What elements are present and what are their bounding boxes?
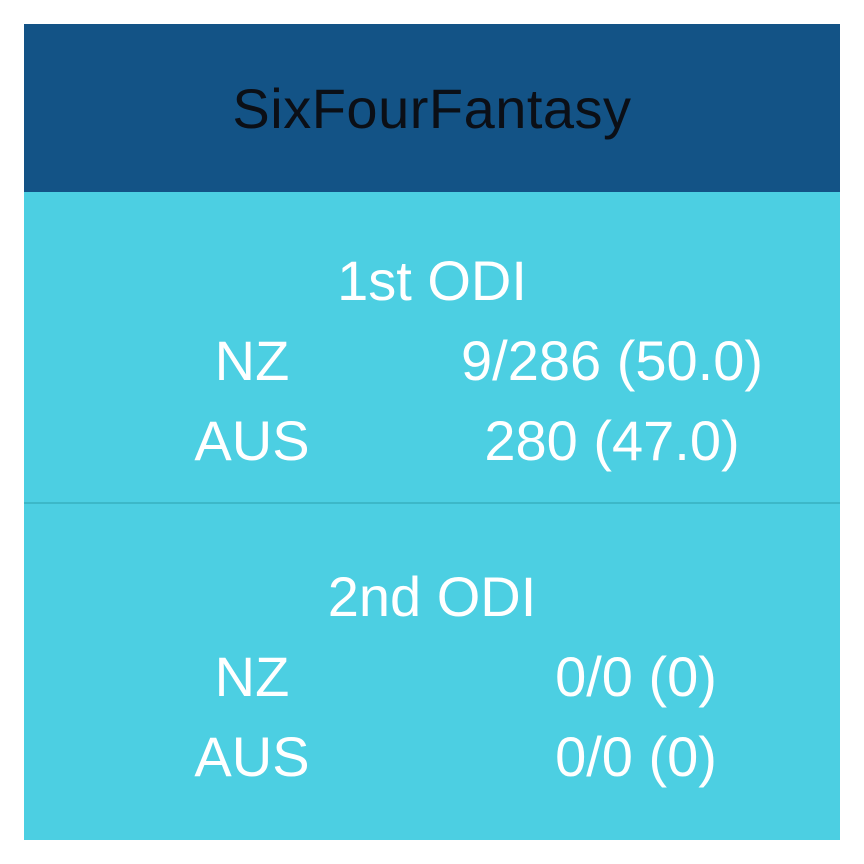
match-divider: [24, 502, 840, 504]
team-score-nz: 9/286 (50.0): [461, 329, 763, 392]
team-score-aus: 0/0 (0): [555, 725, 717, 788]
team-name-aus: AUS: [194, 409, 310, 472]
app-header: SixFourFantasy: [24, 24, 840, 192]
app-title: SixFourFantasy: [232, 76, 632, 140]
score-widget: SixFourFantasy 1st ODI NZ 9/286 (50.0) A…: [24, 24, 840, 840]
team-score-aus: 280 (47.0): [484, 409, 740, 472]
team-name-aus: AUS: [194, 725, 310, 788]
team-name-nz: NZ: [214, 645, 290, 708]
team-score-nz: 0/0 (0): [555, 645, 717, 708]
match-title: 1st ODI: [337, 249, 527, 312]
match-title: 2nd ODI: [327, 565, 537, 628]
team-name-nz: NZ: [214, 329, 290, 392]
match-card-2nd-odi[interactable]: 2nd ODI NZ 0/0 (0) AUS 0/0 (0): [24, 504, 840, 840]
match-card-1st-odi[interactable]: 1st ODI NZ 9/286 (50.0) AUS 280 (47.0): [24, 192, 840, 502]
